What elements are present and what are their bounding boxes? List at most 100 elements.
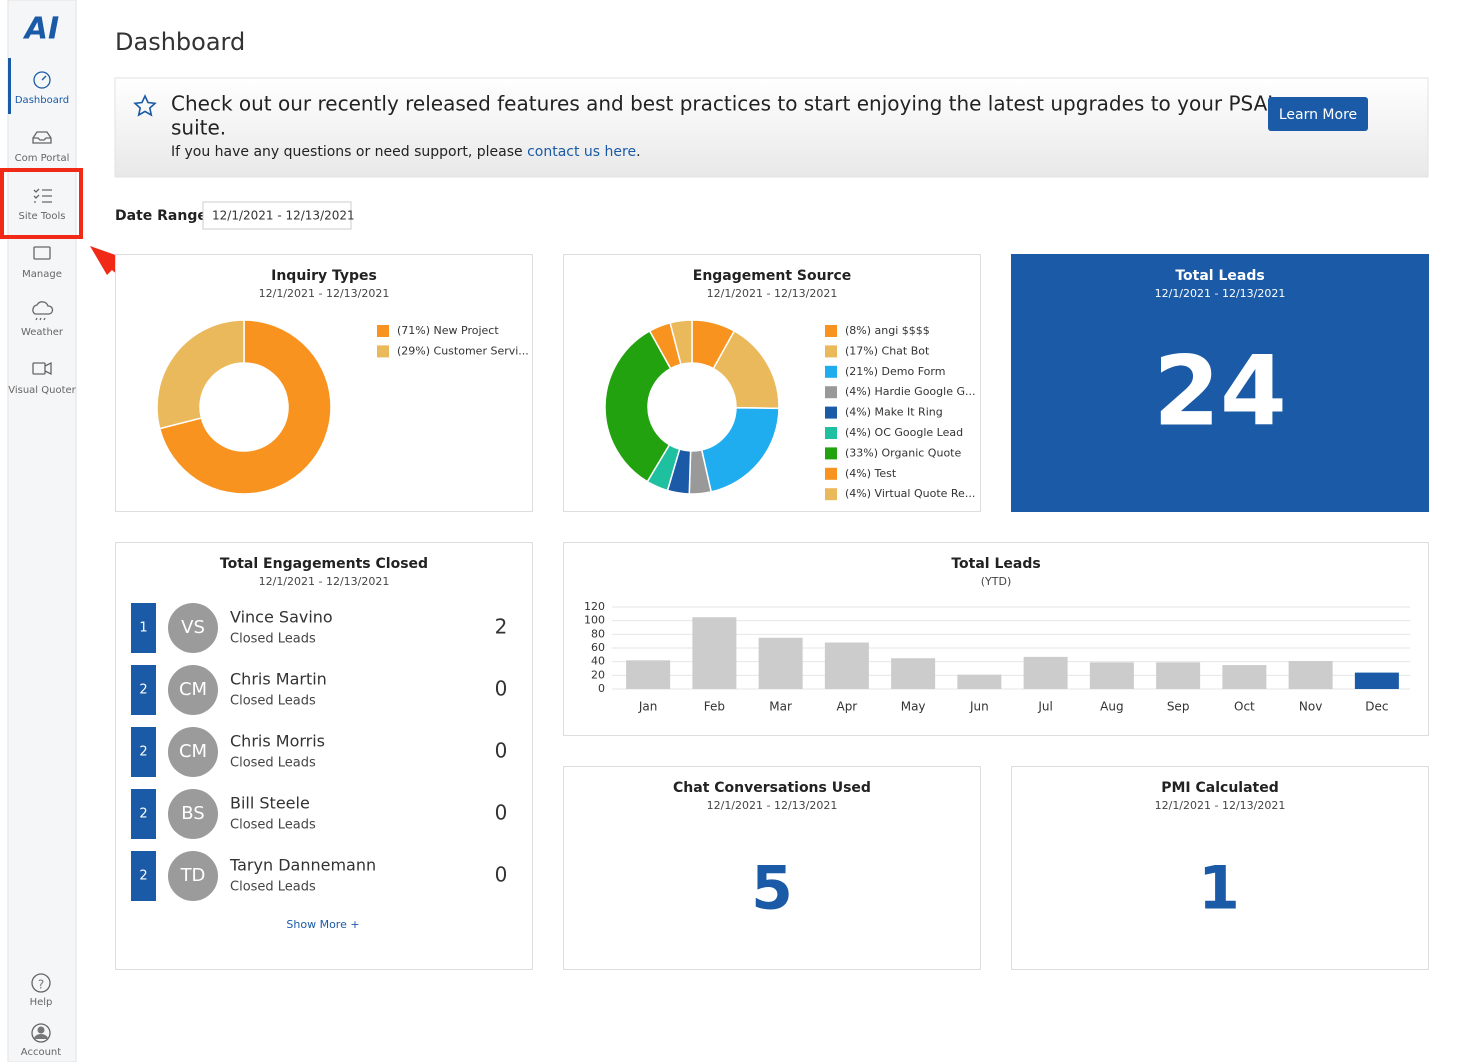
closed-count: 0	[495, 801, 508, 825]
rank: 2	[139, 745, 147, 760]
show-more[interactable]: Show More +	[286, 918, 359, 931]
nav-label[interactable]: Dashboard	[15, 95, 69, 106]
banner-message: suite.	[171, 116, 226, 140]
x-tick-label: Jun	[969, 700, 989, 714]
person-name: Chris Morris	[230, 732, 325, 751]
card-title: Chat Conversations Used	[673, 780, 871, 796]
person-name: Bill Steele	[230, 794, 310, 813]
nav-label[interactable]: Help	[30, 997, 53, 1008]
legend-swatch	[825, 447, 837, 459]
person-caption: Closed Leads	[230, 694, 316, 709]
x-tick-label: May	[901, 700, 926, 714]
legend-swatch	[825, 386, 837, 398]
nav-label[interactable]: Site Tools	[18, 211, 65, 222]
bar	[825, 643, 869, 689]
y-tick-label: 0	[598, 682, 605, 695]
legend-label: (4%) OC Google Lead	[845, 426, 963, 439]
card-title: Inquiry Types	[271, 268, 377, 284]
bar	[759, 638, 803, 689]
avatar-initials: TD	[180, 865, 206, 886]
nav-label[interactable]: Manage	[22, 269, 62, 280]
legend-swatch	[825, 488, 837, 500]
x-tick-label: Mar	[769, 700, 792, 714]
closed-count: 0	[495, 863, 508, 887]
legend-label: (33%) Organic Quote	[845, 446, 961, 459]
support-line: If you have any questions or need suppor…	[171, 144, 641, 160]
bar	[1024, 657, 1068, 689]
bar	[1222, 665, 1266, 689]
avatar-initials: VS	[181, 617, 205, 638]
learn-more-label[interactable]: Learn More	[1279, 107, 1357, 123]
nav-label[interactable]: Visual Quoter	[8, 385, 76, 396]
bar	[692, 617, 736, 689]
legend-swatch	[377, 325, 389, 337]
card-title: Total Leads	[1175, 268, 1264, 284]
card-subtitle: 12/1/2021 - 12/13/2021	[259, 287, 390, 300]
person-caption: Closed Leads	[230, 632, 316, 647]
closed-count: 0	[495, 739, 508, 763]
legend-swatch	[825, 366, 837, 378]
card-subtitle: 12/1/2021 - 12/13/2021	[1155, 799, 1286, 812]
legend-label: (4%) Virtual Quote Re...	[845, 487, 975, 500]
legend-label: (29%) Customer Servi...	[397, 344, 529, 357]
person-name: Vince Savino	[230, 608, 333, 627]
active-indicator	[8, 58, 11, 114]
person-caption: Closed Leads	[230, 880, 316, 895]
rank: 2	[139, 869, 147, 884]
x-tick-label: Nov	[1299, 700, 1322, 714]
nav-label[interactable]: Account	[21, 1047, 61, 1058]
legend-label: (17%) Chat Bot	[845, 344, 930, 357]
bar	[891, 658, 935, 689]
legend-label: (4%) Test	[845, 467, 897, 480]
legend-swatch	[825, 345, 837, 357]
person-name: Chris Martin	[230, 670, 327, 689]
bar	[1156, 662, 1200, 689]
card-subtitle: 12/1/2021 - 12/13/2021	[707, 287, 838, 300]
bar	[1289, 661, 1333, 689]
card-subtitle: 12/1/2021 - 12/13/2021	[259, 575, 390, 588]
x-tick-label: Aug	[1100, 700, 1123, 714]
closed-count: 2	[495, 615, 508, 639]
y-tick-label: 80	[591, 627, 605, 640]
total-leads-value: 24	[1153, 335, 1287, 447]
help-icon-glyph: ?	[38, 978, 44, 992]
legend-swatch	[377, 345, 389, 357]
avatar-initials: CM	[179, 741, 207, 762]
card-subtitle: 12/1/2021 - 12/13/2021	[707, 799, 838, 812]
card-title: PMI Calculated	[1161, 780, 1279, 796]
person-caption: Closed Leads	[230, 756, 316, 771]
avatar-initials: BS	[181, 803, 204, 824]
account-icon-head	[38, 1027, 45, 1034]
x-tick-label: Dec	[1365, 700, 1388, 714]
card-title: Total Leads	[951, 556, 1040, 572]
x-tick-label: Feb	[704, 700, 725, 714]
nav-label[interactable]: Weather	[21, 327, 64, 338]
person-name: Taryn Dannemann	[229, 856, 376, 875]
card-subtitle: (YTD)	[981, 575, 1012, 588]
chat-value: 5	[751, 854, 793, 924]
x-tick-label: Apr	[836, 700, 857, 714]
x-tick-label: Jan	[638, 700, 658, 714]
closed-count: 0	[495, 677, 508, 701]
legend-label: (4%) Hardie Google G...	[845, 385, 975, 398]
card-title: Total Engagements Closed	[220, 556, 428, 572]
date-range-label: Date Range	[115, 208, 207, 224]
x-tick-label: Jul	[1037, 700, 1052, 714]
y-tick-label: 100	[584, 614, 605, 627]
card-subtitle: 12/1/2021 - 12/13/2021	[1155, 287, 1286, 300]
legend-swatch	[825, 407, 837, 419]
avatar-initials: CM	[179, 679, 207, 700]
rank: 2	[139, 807, 147, 822]
legend-swatch	[825, 325, 837, 337]
logo: AI	[23, 12, 59, 47]
nav-label[interactable]: Com Portal	[15, 153, 70, 164]
y-tick-label: 40	[591, 655, 605, 668]
support-end: .	[636, 144, 640, 160]
bar	[957, 675, 1001, 689]
support-link[interactable]: contact us here	[527, 144, 636, 160]
date-range-value[interactable]: 12/1/2021 - 12/13/2021	[212, 209, 355, 223]
legend-label: (71%) New Project	[397, 324, 499, 337]
pmi-value: 1	[1198, 854, 1240, 924]
legend-swatch	[825, 427, 837, 439]
